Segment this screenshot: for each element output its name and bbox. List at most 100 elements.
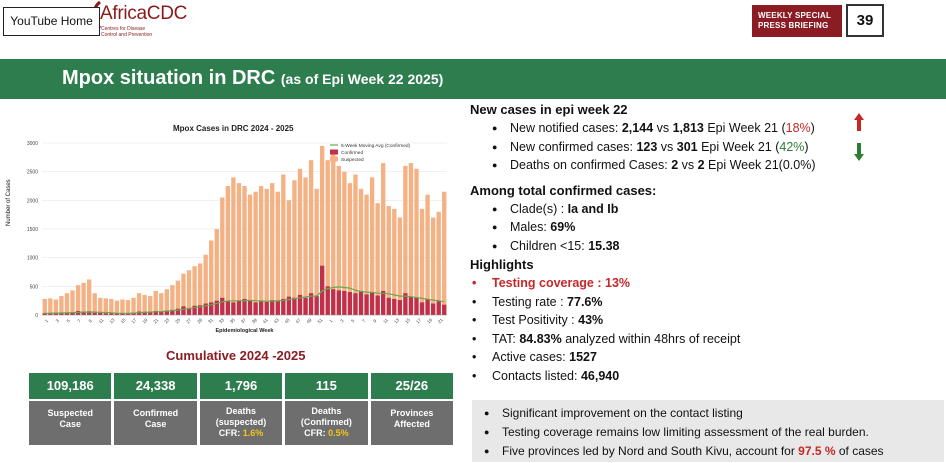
- bar-confirmed: [42, 313, 47, 315]
- slide-title: Mpox situation in DRC (as of Epi Week 22…: [62, 67, 443, 90]
- bar-suspected: [192, 266, 197, 315]
- stat-label-line: Confirmed: [133, 408, 179, 418]
- bar-suspected: [342, 171, 347, 315]
- bar-confirmed: [281, 298, 286, 315]
- stat-label-line: Affected: [393, 419, 430, 429]
- y-tick-label: 2500: [27, 170, 38, 176]
- bar-suspected: [369, 177, 375, 315]
- bar-suspected: [148, 296, 153, 315]
- list-item: TAT: 84.83% analyzed within 48hrs of rec…: [470, 330, 940, 349]
- bar-suspected: [258, 186, 264, 315]
- bar-suspected: [331, 154, 336, 315]
- bar-confirmed: [381, 290, 386, 315]
- x-tick-label: 23: [163, 317, 170, 324]
- legend-label: Confirmed: [341, 150, 363, 156]
- y-tick-label: 1500: [27, 227, 38, 233]
- x-tick-label: 11: [98, 317, 105, 324]
- bar-confirmed: [292, 297, 297, 315]
- youtube-home-button[interactable]: YouTube Home: [3, 7, 100, 36]
- stat-deaths-confirmed: 115 Deaths (Confirmed) CFR: 0.5%: [285, 373, 368, 445]
- slide-number: 39: [846, 4, 884, 37]
- x-tick-label: 15: [404, 317, 411, 324]
- x-tick-label: 37: [240, 317, 247, 324]
- bar-confirmed: [353, 293, 358, 315]
- bar-confirmed: [70, 312, 75, 315]
- bar-confirmed: [214, 300, 219, 315]
- x-tick-label: 49: [306, 317, 313, 324]
- x-tick-label: 17: [415, 317, 422, 324]
- bar-suspected: [297, 168, 303, 315]
- bar-suspected: [86, 279, 92, 315]
- list-item: Five provinces led by Nord and South Kiv…: [482, 442, 944, 461]
- bar-confirmed: [336, 290, 341, 315]
- cumulative-stats: 109,186 Suspected Case 24,338 Confirmed …: [29, 373, 454, 445]
- bar-confirmed: [242, 298, 247, 315]
- x-tick-label: 13: [393, 317, 400, 324]
- list-item: New confirmed cases: 123 vs 301 Epi Week…: [492, 138, 940, 157]
- bar-confirmed: [59, 312, 64, 315]
- x-tick-label: 29: [196, 317, 203, 324]
- bar-suspected: [358, 188, 364, 315]
- bar-suspected: [242, 186, 247, 315]
- bar-confirmed: [386, 297, 391, 315]
- bar-confirmed: [148, 312, 153, 315]
- bar-suspected: [319, 145, 325, 315]
- bar-confirmed: [192, 305, 197, 315]
- bar-suspected: [375, 203, 380, 315]
- bar-confirmed: [170, 309, 175, 315]
- list-item: Testing coverage remains low limiting as…: [482, 423, 944, 442]
- y-tick-label: 500: [30, 284, 39, 290]
- bar-suspected: [325, 160, 330, 315]
- bar-suspected: [164, 289, 170, 315]
- bar-suspected: [408, 163, 414, 315]
- bar-confirmed: [98, 312, 103, 315]
- bar-confirmed: [114, 313, 120, 315]
- bar-suspected: [42, 298, 47, 315]
- x-tick-label: 21: [437, 317, 444, 324]
- list-item: Testing rate : 77.6%: [470, 293, 940, 312]
- badge-line-2: PRESS BRIEFING: [758, 21, 829, 30]
- bar-confirmed: [375, 295, 380, 315]
- y-tick-label: 3000: [27, 141, 38, 147]
- bar-confirmed: [342, 290, 347, 315]
- x-tick-label: 47: [295, 317, 302, 324]
- bar-suspected: [181, 273, 186, 315]
- stat-label: Confirmed Case: [114, 401, 197, 445]
- bar-suspected: [414, 168, 419, 315]
- bar-suspected: [392, 208, 397, 315]
- bar-suspected: [92, 293, 97, 315]
- bar-confirmed: [430, 303, 436, 315]
- x-tick-label: 9: [88, 318, 94, 324]
- x-tick-label: 31: [207, 317, 214, 324]
- x-tick-label: 21: [152, 317, 159, 324]
- bar-confirmed: [414, 297, 419, 315]
- x-tick-label: 13: [109, 317, 116, 324]
- x-tick-label: 7: [361, 318, 367, 324]
- bar-confirmed: [297, 294, 303, 315]
- x-tick-label: 35: [229, 317, 236, 324]
- press-briefing-badge: WEEKLY SPECIAL PRESS BRIEFING: [752, 5, 842, 37]
- bar-confirmed: [258, 301, 264, 315]
- bar-suspected: [397, 217, 403, 315]
- bar-suspected: [270, 183, 275, 315]
- bar-confirmed: [303, 297, 308, 315]
- bar-suspected: [292, 180, 297, 315]
- title-banner: [0, 59, 946, 99]
- bar-suspected: [442, 191, 447, 315]
- stat-label-line: Provinces: [390, 408, 434, 418]
- bar-suspected: [98, 297, 103, 315]
- bar-suspected: [247, 194, 253, 315]
- bar-confirmed: [364, 294, 369, 315]
- x-tick-label: 51: [317, 317, 324, 324]
- bar-suspected: [225, 186, 231, 315]
- stat-cfr: CFR: 0.5%: [304, 428, 349, 438]
- x-tick-label: 9: [372, 318, 378, 324]
- bar-suspected: [103, 298, 108, 315]
- bar-confirmed: [369, 292, 375, 315]
- x-tick-label: 43: [273, 317, 280, 324]
- list-item: Males: 69%: [492, 218, 940, 237]
- stat-value: 1,796: [199, 373, 283, 399]
- moving-avg-line: [44, 286, 445, 314]
- x-tick-label: 45: [284, 317, 291, 324]
